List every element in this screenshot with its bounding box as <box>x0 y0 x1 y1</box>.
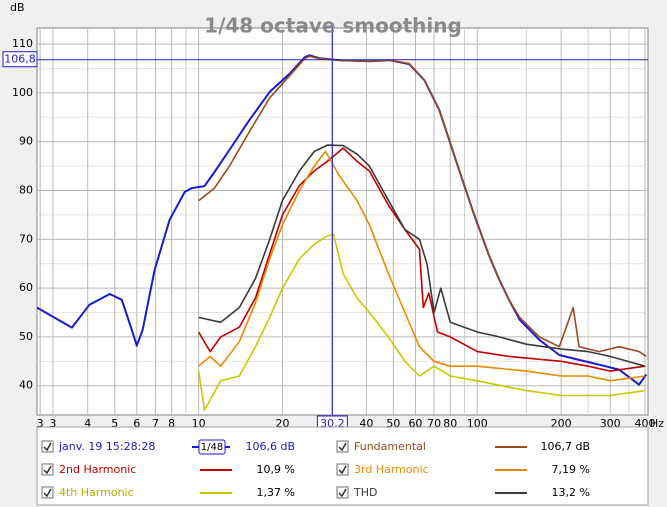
series-line <box>198 150 646 382</box>
x-tick-label: 7 <box>152 417 159 430</box>
grid <box>37 28 648 415</box>
curves <box>37 54 648 411</box>
legend-readout: 7,19 % <box>552 463 590 476</box>
legend-readout: 106,6 dB <box>245 440 295 453</box>
legend-checkbox[interactable] <box>41 486 54 499</box>
y-tick-label: 80 <box>19 184 33 197</box>
legend-checkbox[interactable] <box>336 440 349 453</box>
x-tick-label: 4 <box>84 417 91 430</box>
legend-checkbox[interactable] <box>336 463 349 476</box>
legend-label: Fundamental <box>354 440 426 453</box>
series-line <box>197 233 646 411</box>
smoothing-box <box>198 439 226 455</box>
legend-checkbox[interactable] <box>336 486 349 499</box>
series-line <box>198 55 647 358</box>
series-line <box>197 147 646 372</box>
chart-title: 1/48 octave smoothing <box>204 14 462 38</box>
legend-label: 3rd Harmonic <box>354 463 429 476</box>
legend-readout: 1,37 % <box>257 486 295 499</box>
legend: janv. 19 15:28:28 1/48 106,6 dB Fundamental… <box>41 439 590 499</box>
legend-checkmark <box>338 488 347 498</box>
y-tick-label: 60 <box>19 281 33 294</box>
series-line <box>37 54 648 386</box>
legend-label: janv. 19 15:28:28 <box>58 440 155 453</box>
y-tick-label: 90 <box>19 135 33 148</box>
legend-checkbox[interactable] <box>41 463 54 476</box>
legend-checkmark <box>43 465 52 475</box>
x-tick-label: 3 <box>49 417 56 430</box>
y-axis-unit: dB <box>10 1 25 14</box>
x-tick-label: 3 <box>37 417 44 430</box>
legend-label: THD <box>353 486 377 499</box>
y-tick-label: 100 <box>12 86 33 99</box>
x-tick-label: 8 <box>168 417 175 430</box>
cursor-y-label: 106,8 <box>4 53 36 66</box>
y-tick-label: 50 <box>19 330 33 343</box>
legend-readout: 106,7 dB <box>540 440 590 453</box>
legend-label: 2nd Harmonic <box>59 463 136 476</box>
plot-area <box>36 27 649 416</box>
legend-checkbox[interactable] <box>41 440 54 453</box>
x-tick-label: 5 <box>111 417 118 430</box>
legend-label: 4th Harmonic <box>59 486 134 499</box>
y-tick-label: 70 <box>19 232 33 245</box>
legend-checkmark <box>43 442 52 452</box>
smoothing-label: 1/48 <box>201 442 223 453</box>
legend-readout: 10,9 % <box>257 463 295 476</box>
x-axis-unit: Hz <box>650 417 664 430</box>
cursor-y-box <box>2 51 38 68</box>
x-tick-label: 6 <box>133 417 140 430</box>
legend-readout: 13,2 % <box>552 486 590 499</box>
legend-checkmark <box>338 465 347 475</box>
legend-checkmark <box>43 488 52 498</box>
y-tick-label: 110 <box>12 37 33 50</box>
y-tick-label: 40 <box>19 379 33 392</box>
legend-checkmark <box>338 442 347 452</box>
series-line <box>198 144 646 367</box>
